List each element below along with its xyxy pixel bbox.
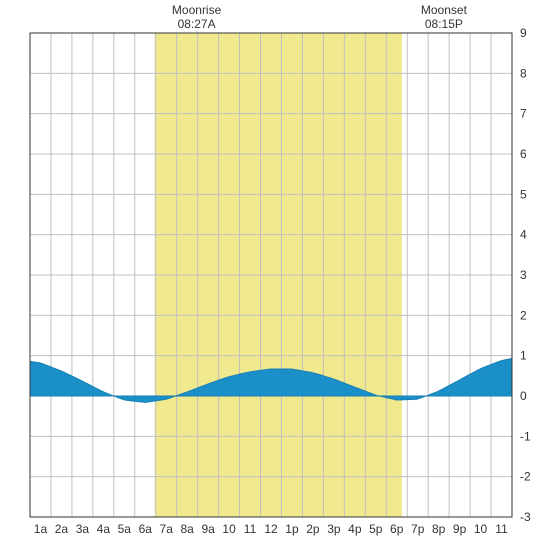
x-tick-label: 2a [55,522,69,536]
x-tick-label: 4a [97,522,111,536]
y-tick-label: 1 [520,349,527,363]
y-tick-label: 3 [520,268,527,282]
moonrise-time: 08:27A [178,17,216,31]
x-tick-label: 11 [495,522,508,536]
moonrise-label: Moonrise [172,3,222,17]
x-tick-label: 9a [201,522,215,536]
tide-chart: 1a2a3a4a5a6a7a8a9a1011121p2p3p4p5p6p7p8p… [0,0,550,550]
x-tick-label: 5p [369,522,383,536]
x-tick-label: 6a [139,522,153,536]
x-tick-label: 3p [327,522,341,536]
y-tick-label: 2 [520,308,527,322]
x-tick-label: 6p [390,522,404,536]
y-tick-label: 8 [520,66,527,80]
y-tick-label: -1 [520,429,531,443]
x-tick-label: 7a [160,522,174,536]
y-tick-label: 5 [520,187,527,201]
moonset-label: Moonset [421,3,468,17]
x-tick-label: 10 [474,522,488,536]
moonset-time: 08:15P [425,17,463,31]
x-tick-label: 7p [411,522,425,536]
x-tick-label: 9p [453,522,467,536]
x-tick-label: 8p [432,522,446,536]
x-tick-label: 3a [76,522,90,536]
x-tick-label: 5a [118,522,132,536]
y-tick-label: -3 [520,510,531,524]
x-tick-label: 1a [34,522,48,536]
chart-svg: 1a2a3a4a5a6a7a8a9a1011121p2p3p4p5p6p7p8p… [0,0,550,550]
y-tick-label: -2 [520,470,531,484]
x-tick-label: 12 [264,522,278,536]
x-tick-label: 2p [306,522,320,536]
x-tick-label: 8a [180,522,194,536]
x-tick-label: 4p [348,522,362,536]
y-tick-label: 9 [520,26,527,40]
y-tick-label: 7 [520,107,527,121]
y-tick-label: 0 [520,389,527,403]
x-tick-label: 10 [222,522,236,536]
x-tick-label: 1p [285,522,299,536]
y-tick-label: 4 [520,228,527,242]
x-tick-label: 11 [244,522,257,536]
y-tick-label: 6 [520,147,527,161]
